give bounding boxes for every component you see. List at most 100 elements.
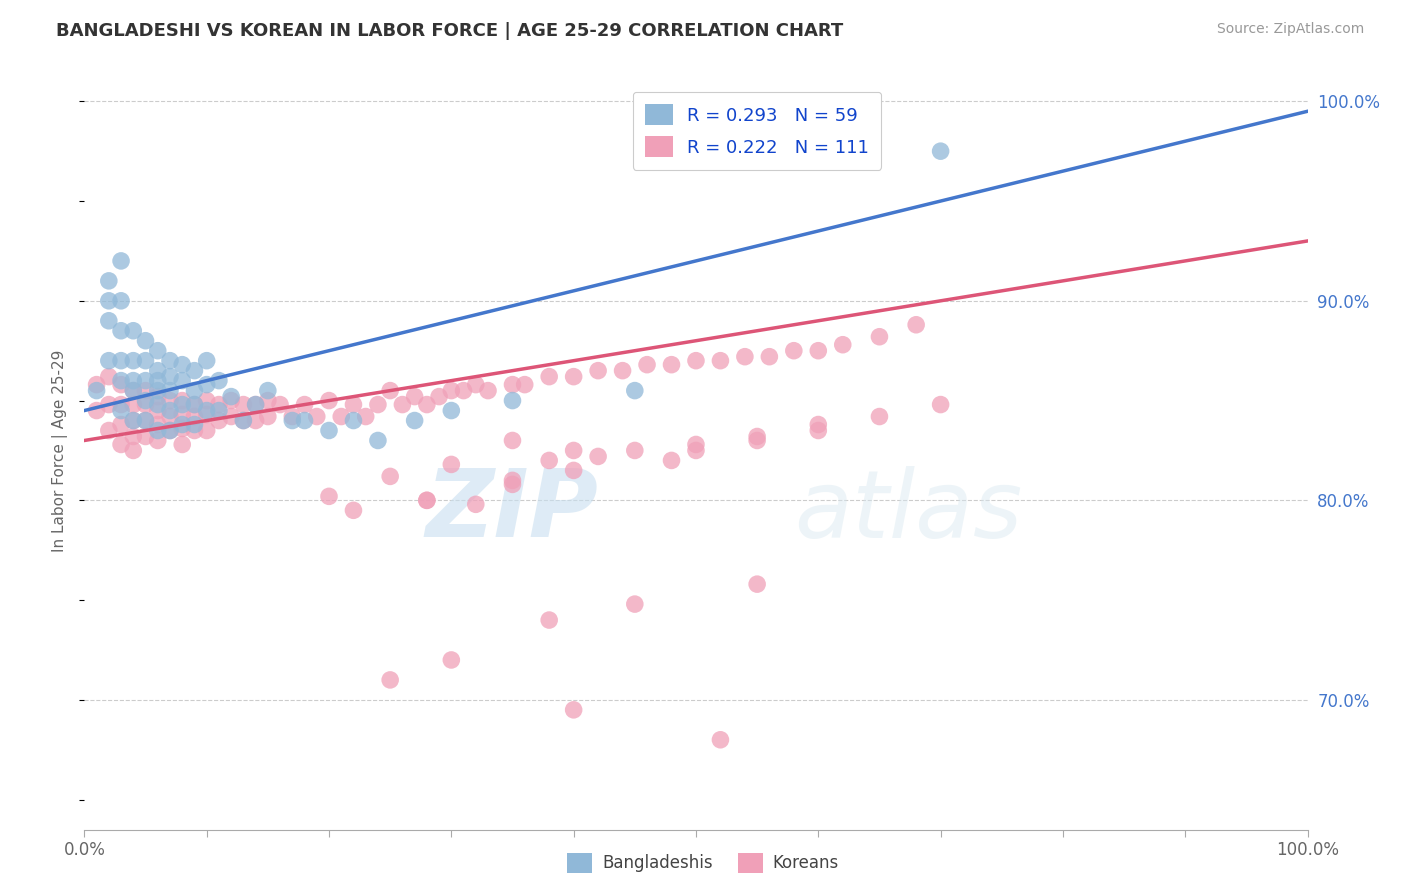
Text: ZIP: ZIP <box>425 465 598 558</box>
Point <box>183 364 205 378</box>
Point <box>380 469 402 483</box>
Point <box>219 409 242 424</box>
Point <box>281 413 304 427</box>
Point <box>538 369 561 384</box>
Point <box>110 403 132 417</box>
Point <box>183 417 205 432</box>
Point <box>245 398 267 412</box>
Point <box>831 337 853 351</box>
Point <box>86 384 108 398</box>
Point <box>747 434 769 448</box>
Point <box>146 343 169 358</box>
Point <box>685 353 707 368</box>
Point <box>232 413 254 427</box>
Point <box>586 450 609 464</box>
Point <box>367 434 389 448</box>
Point <box>122 374 145 388</box>
Point <box>97 424 120 438</box>
Point <box>929 398 952 412</box>
Point <box>869 409 891 424</box>
Point <box>318 489 340 503</box>
Point <box>122 429 145 443</box>
Point <box>159 403 181 417</box>
Y-axis label: In Labor Force | Age 25-29: In Labor Force | Age 25-29 <box>52 350 69 551</box>
Point <box>440 458 463 472</box>
Point <box>245 398 267 412</box>
Point <box>208 403 231 417</box>
Point <box>709 732 731 747</box>
Point <box>122 384 145 398</box>
Point <box>172 421 194 435</box>
Point <box>464 497 486 511</box>
Point <box>135 398 157 412</box>
Point <box>612 364 634 378</box>
Point <box>110 437 132 451</box>
Point <box>135 384 157 398</box>
Point <box>172 437 194 451</box>
Point <box>380 384 402 398</box>
Point <box>110 398 132 412</box>
Point <box>159 424 181 438</box>
Point <box>146 398 169 412</box>
Point <box>342 413 364 427</box>
Point <box>318 424 340 438</box>
Point <box>86 403 108 417</box>
Point <box>146 417 169 432</box>
Point <box>269 398 291 412</box>
Point <box>159 393 181 408</box>
Point <box>624 384 647 398</box>
Point <box>159 409 181 424</box>
Point <box>416 493 439 508</box>
Point <box>195 408 218 422</box>
Point <box>807 343 830 358</box>
Point <box>342 398 364 412</box>
Point <box>172 398 194 412</box>
Text: Source: ZipAtlas.com: Source: ZipAtlas.com <box>1216 22 1364 37</box>
Point <box>477 384 499 398</box>
Point <box>661 358 683 372</box>
Point <box>195 393 218 408</box>
Point <box>195 377 218 392</box>
Point <box>562 443 585 458</box>
Point <box>453 384 475 398</box>
Point <box>586 364 609 378</box>
Point <box>159 353 181 368</box>
Point <box>122 384 145 398</box>
Point <box>929 144 952 158</box>
Point <box>172 358 194 372</box>
Point <box>122 324 145 338</box>
Text: atlas: atlas <box>794 466 1022 557</box>
Point <box>502 377 524 392</box>
Point <box>685 437 707 451</box>
Point <box>404 390 426 404</box>
Point <box>135 413 157 427</box>
Point <box>318 393 340 408</box>
Point <box>135 353 157 368</box>
Point <box>195 424 218 438</box>
Point <box>97 274 120 288</box>
Point <box>208 398 231 412</box>
Text: BANGLADESHI VS KOREAN IN LABOR FORCE | AGE 25-29 CORRELATION CHART: BANGLADESHI VS KOREAN IN LABOR FORCE | A… <box>56 22 844 40</box>
Point <box>195 353 218 368</box>
Point <box>146 364 169 378</box>
Point <box>294 413 316 427</box>
Point <box>183 398 205 412</box>
Point <box>807 424 830 438</box>
Point <box>219 390 242 404</box>
Point <box>159 424 181 438</box>
Point <box>636 358 658 372</box>
Point <box>624 597 647 611</box>
Point <box>146 384 169 398</box>
Point <box>219 393 242 408</box>
Point <box>159 384 181 398</box>
Point <box>709 353 731 368</box>
Point <box>257 393 280 408</box>
Point <box>416 398 439 412</box>
Point <box>502 477 524 491</box>
Point <box>502 434 524 448</box>
Point <box>97 353 120 368</box>
Point <box>232 413 254 427</box>
Point <box>562 703 585 717</box>
Point <box>172 408 194 422</box>
Point <box>122 398 145 412</box>
